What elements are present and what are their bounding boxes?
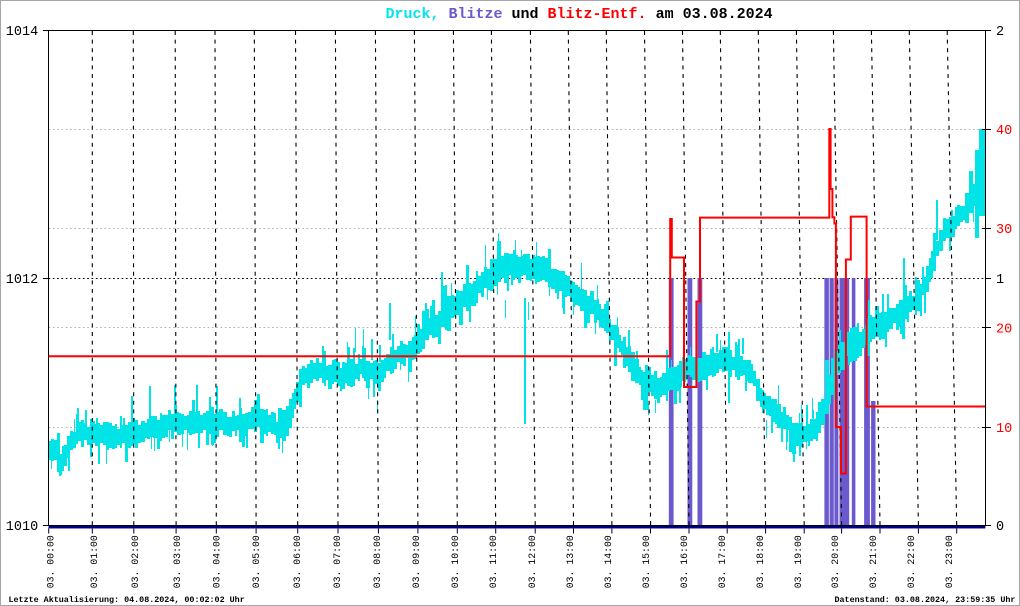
svg-text:03. 18:00: 03. 18:00 <box>755 535 766 588</box>
svg-text:03. 17:00: 03. 17:00 <box>717 535 728 588</box>
svg-text:03. 20:00: 03. 20:00 <box>830 535 841 588</box>
svg-text:03. 21:00: 03. 21:00 <box>868 535 879 588</box>
svg-text:2: 2 <box>996 25 1004 40</box>
svg-text:03. 22:00: 03. 22:00 <box>906 535 917 588</box>
svg-text:03. 16:00: 03. 16:00 <box>679 535 690 588</box>
svg-text:03. 23:00: 03. 23:00 <box>944 535 955 588</box>
svg-text:03. 04:00: 03. 04:00 <box>212 535 223 588</box>
svg-text:Druck, Blitze und Blitz-Entf.: Druck, Blitze und Blitz-Entf. am 03.08.2… <box>386 6 773 23</box>
svg-text:03. 05:00: 03. 05:00 <box>251 535 262 588</box>
svg-text:30: 30 <box>996 223 1012 238</box>
svg-text:03. 06:00: 03. 06:00 <box>292 535 303 588</box>
svg-text:03. 12:00: 03. 12:00 <box>527 535 538 588</box>
svg-text:03. 19:00: 03. 19:00 <box>793 535 804 588</box>
svg-text:1: 1 <box>996 273 1004 288</box>
svg-text:1012: 1012 <box>6 273 38 288</box>
svg-text:10: 10 <box>996 422 1012 437</box>
svg-text:03. 08:00: 03. 08:00 <box>372 535 383 588</box>
svg-text:03. 01:00: 03. 01:00 <box>89 535 100 588</box>
svg-text:1010: 1010 <box>6 520 38 535</box>
svg-text:03. 11:00: 03. 11:00 <box>488 535 499 588</box>
svg-text:03. 09:00: 03. 09:00 <box>411 535 422 588</box>
svg-text:03. 00:00: 03. 00:00 <box>45 535 56 588</box>
svg-text:Datenstand: 03.08.2024, 23:59:: Datenstand: 03.08.2024, 23:59:35 Uhr <box>835 595 1016 605</box>
svg-text:1014: 1014 <box>6 25 38 40</box>
svg-text:03. 14:00: 03. 14:00 <box>603 535 614 588</box>
svg-text:03. 10:00: 03. 10:00 <box>450 535 461 588</box>
svg-text:03. 07:00: 03. 07:00 <box>332 535 343 588</box>
svg-text:03. 02:00: 03. 02:00 <box>130 535 141 588</box>
svg-text:0: 0 <box>996 520 1004 535</box>
svg-text:03. 13:00: 03. 13:00 <box>565 535 576 588</box>
svg-text:40: 40 <box>996 124 1012 139</box>
svg-text:20: 20 <box>996 323 1012 338</box>
svg-text:Letzte Aktualisierung: 04.08.2: Letzte Aktualisierung: 04.08.2024, 00:02… <box>9 595 245 605</box>
svg-text:03. 03:00: 03. 03:00 <box>172 535 183 588</box>
svg-text:03. 15:00: 03. 15:00 <box>641 535 652 588</box>
